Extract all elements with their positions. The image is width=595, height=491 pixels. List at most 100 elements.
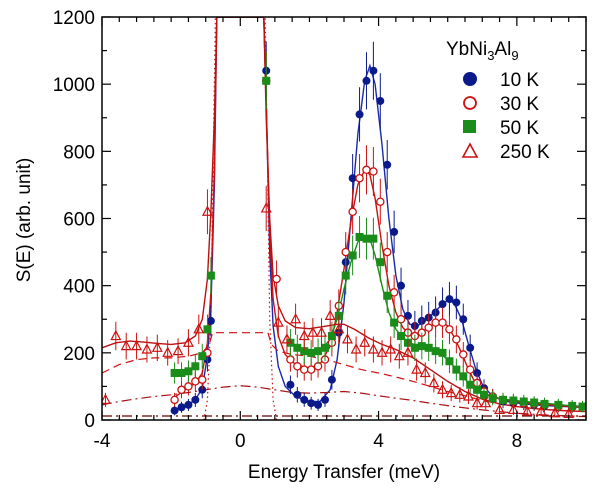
point-10-k: [198, 385, 207, 394]
y-tick-label: 800: [63, 142, 95, 163]
point-250-k: [260, 202, 272, 213]
point-30-k: [362, 165, 371, 175]
axis-ticks: [101, 16, 587, 421]
point-10-k: [466, 343, 475, 352]
point-10-k: [459, 315, 468, 324]
point-10-k: [286, 380, 295, 389]
legend-title-sub1: 3: [487, 48, 494, 63]
point-30-k: [452, 335, 461, 344]
legend-title-mid: Al: [494, 39, 511, 60]
point-50-k: [509, 396, 518, 405]
point-250-k: [462, 390, 474, 401]
point-10-k: [445, 295, 454, 304]
x-tick-label: 0: [235, 431, 246, 452]
point-50-k: [369, 234, 378, 243]
data-points: [102, 41, 586, 419]
point-250-k: [471, 396, 483, 408]
point-250-k: [120, 339, 132, 351]
y-tick-label: 1000: [53, 75, 95, 96]
legend-label-50k: 50 K: [500, 118, 539, 139]
point-250-k: [393, 349, 405, 361]
point-50-k: [530, 398, 539, 407]
point-50-k: [578, 402, 586, 411]
legend-label-10k: 10 K: [500, 70, 539, 91]
point-50-k: [300, 347, 309, 356]
point-250-k: [333, 323, 345, 334]
point-250-k: [359, 336, 371, 347]
point-250-k: [151, 341, 163, 352]
x-tick-label: -4: [94, 431, 111, 452]
point-50-k: [383, 291, 392, 300]
point-30-k: [293, 362, 302, 371]
point-50-k: [170, 368, 179, 377]
x-tick-label: 4: [373, 431, 384, 452]
point-250-k: [110, 329, 122, 341]
curve-30-k-fit: [170, 17, 586, 408]
point-10-k: [369, 66, 378, 75]
point-10-k: [452, 298, 461, 307]
point-30-k: [348, 207, 357, 217]
point-30-k: [286, 355, 295, 364]
point-30-k: [465, 365, 475, 374]
curve-10-k-fit: [170, 17, 586, 413]
y-tick-label: 400: [63, 277, 95, 298]
point-250-k: [341, 333, 353, 344]
point-10-k: [327, 375, 336, 384]
point-50-k: [262, 76, 271, 85]
legend: YbNi3Al9 10 K 30 K 50 K 250 K: [446, 39, 550, 163]
point-30-k: [184, 382, 193, 391]
point-250-k: [141, 343, 153, 354]
point-250-k: [172, 344, 184, 356]
point-50-k: [488, 394, 497, 403]
point-10-k: [300, 395, 309, 404]
point-50-k: [480, 390, 489, 399]
point-50-k: [554, 400, 563, 409]
point-50-k: [452, 365, 461, 374]
point-10-k: [314, 400, 323, 409]
legend-label-250k: 250 K: [500, 142, 550, 163]
point-10-k: [206, 316, 215, 325]
point-50-k: [314, 347, 323, 356]
y-tick-label: 600: [63, 210, 95, 231]
point-10-k: [177, 403, 186, 412]
point-250-k: [290, 312, 302, 324]
point-30-k: [396, 314, 406, 324]
point-50-k: [499, 395, 508, 404]
point-10-k: [390, 227, 399, 236]
y-tick-label: 1200: [53, 8, 95, 29]
point-250-k: [437, 383, 449, 394]
point-250-k: [307, 326, 319, 337]
point-250-k: [385, 343, 397, 354]
point-30-k: [459, 350, 468, 359]
point-10-k: [438, 300, 447, 309]
point-10-k: [383, 160, 392, 169]
point-50-k: [191, 362, 200, 371]
point-50-k: [445, 357, 454, 366]
legend-title: YbNi3Al9: [446, 39, 519, 63]
point-50-k: [203, 325, 212, 334]
point-50-k: [397, 332, 406, 341]
point-50-k: [307, 348, 316, 357]
point-50-k: [431, 347, 440, 356]
point-30-k: [355, 173, 364, 183]
point-250-k: [454, 388, 466, 399]
y-axis-label: S(E) (arb. unit): [14, 158, 35, 283]
point-50-k: [519, 397, 528, 406]
point-50-k: [376, 258, 385, 267]
point-10-k: [362, 76, 371, 85]
point-50-k: [341, 271, 350, 280]
point-250-k: [521, 405, 533, 416]
point-250-k: [376, 346, 388, 357]
point-50-k: [320, 343, 329, 352]
point-10-k: [355, 110, 364, 119]
point-50-k: [206, 271, 215, 280]
point-50-k: [177, 368, 186, 377]
point-250-k: [549, 407, 561, 418]
point-250-k: [402, 346, 414, 357]
point-10-k: [376, 96, 385, 105]
point-10-k: [348, 174, 357, 183]
point-250-k: [201, 205, 213, 216]
point-30-k: [369, 167, 378, 176]
y-tick-label: 0: [84, 411, 95, 432]
